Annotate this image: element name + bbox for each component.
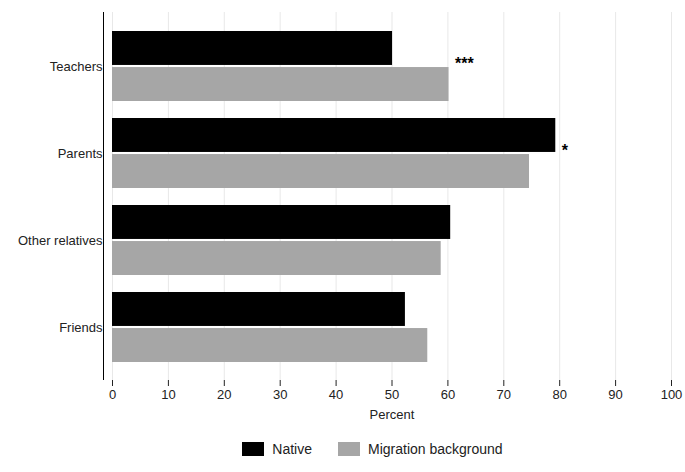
svg-text:20: 20 [217, 387, 231, 402]
svg-text:10: 10 [161, 387, 175, 402]
svg-text:100: 100 [661, 387, 683, 402]
svg-text:Other relatives: Other relatives [18, 233, 103, 248]
svg-text:Percent: Percent [370, 407, 415, 422]
svg-text:60: 60 [441, 387, 455, 402]
html-text:Native: Native [272, 441, 312, 457]
html-text:Migration background: Migration background [368, 441, 503, 457]
svg-text:70: 70 [497, 387, 511, 402]
svg-text:*: * [562, 142, 569, 159]
svg-text:80: 80 [552, 387, 566, 402]
svg-text:50: 50 [385, 387, 399, 402]
svg-text:0: 0 [109, 387, 116, 402]
svg-text:Parents: Parents [58, 146, 103, 161]
svg-text:40: 40 [329, 387, 343, 402]
svg-text:90: 90 [608, 387, 622, 402]
svg-text:30: 30 [273, 387, 287, 402]
svg-text:Teachers: Teachers [50, 59, 103, 74]
svg-text:***: *** [455, 55, 474, 72]
svg-text:Friends: Friends [59, 320, 103, 335]
